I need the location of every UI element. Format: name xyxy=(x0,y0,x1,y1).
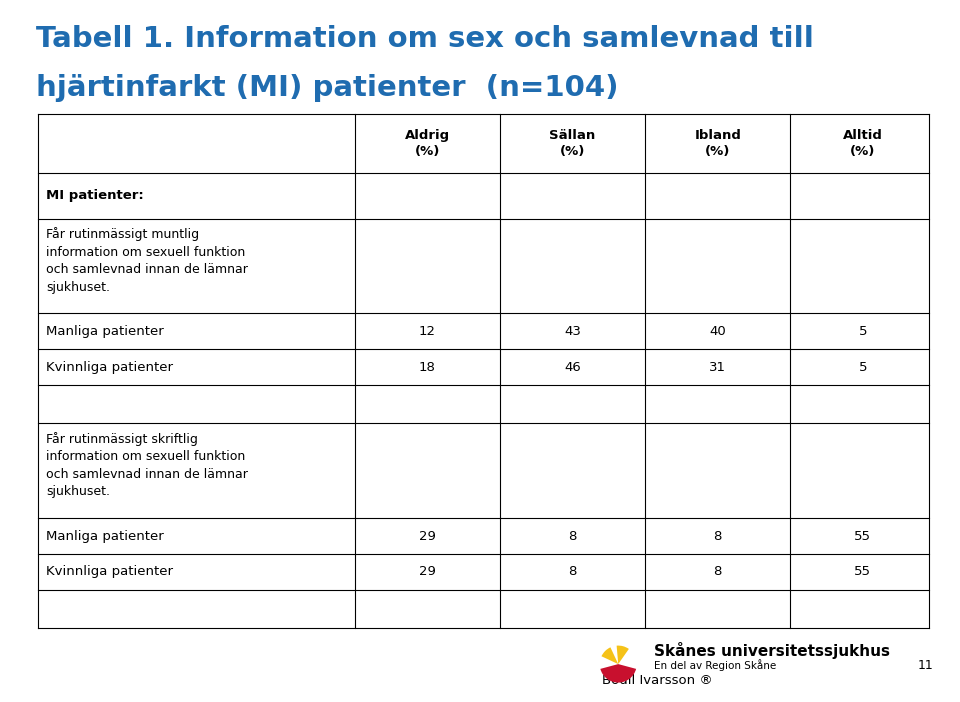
Text: 55: 55 xyxy=(854,529,872,543)
Text: Alltid
(%): Alltid (%) xyxy=(843,128,883,158)
Text: 8: 8 xyxy=(568,566,577,578)
Text: 11: 11 xyxy=(918,659,933,672)
Text: 29: 29 xyxy=(419,529,436,543)
Text: 18: 18 xyxy=(419,361,436,373)
Text: 8: 8 xyxy=(713,529,722,543)
Text: MI patienter:: MI patienter: xyxy=(46,189,144,202)
Text: Ibland
(%): Ibland (%) xyxy=(694,128,741,158)
Text: Får rutinmässigt muntlig
information om sexuell funktion
och samlevnad innan de : Får rutinmässigt muntlig information om … xyxy=(46,227,248,293)
Text: En del av Region Skåne: En del av Region Skåne xyxy=(654,660,776,671)
Text: Kvinnliga patienter: Kvinnliga patienter xyxy=(46,361,173,373)
Text: 40: 40 xyxy=(709,325,726,338)
Text: Tabell 1. Information om sex och samlevnad till: Tabell 1. Information om sex och samlevn… xyxy=(36,25,814,53)
Text: Skånes universitetssjukhus: Skånes universitetssjukhus xyxy=(654,642,890,659)
Text: Manliga patienter: Manliga patienter xyxy=(46,529,164,543)
Text: Kvinnliga patienter: Kvinnliga patienter xyxy=(46,566,173,578)
Text: 5: 5 xyxy=(858,325,867,338)
Text: Får rutinmässigt skriftlig
information om sexuell funktion
och samlevnad innan d: Får rutinmässigt skriftlig information o… xyxy=(46,432,248,498)
Text: 31: 31 xyxy=(709,361,726,373)
Text: hjärtinfarkt (MI) patienter  (n=104): hjärtinfarkt (MI) patienter (n=104) xyxy=(36,74,619,102)
Text: Manliga patienter: Manliga patienter xyxy=(46,325,164,338)
Wedge shape xyxy=(602,647,618,664)
Wedge shape xyxy=(600,664,636,682)
Text: 46: 46 xyxy=(564,361,581,373)
Text: 8: 8 xyxy=(713,566,722,578)
Text: 29: 29 xyxy=(419,566,436,578)
Text: 5: 5 xyxy=(858,361,867,373)
Text: Aldrig
(%): Aldrig (%) xyxy=(405,128,450,158)
Text: 43: 43 xyxy=(564,325,581,338)
Text: 55: 55 xyxy=(854,566,872,578)
Text: Bodil Ivarsson ®: Bodil Ivarsson ® xyxy=(602,675,712,687)
Wedge shape xyxy=(616,646,629,664)
Text: 12: 12 xyxy=(419,325,436,338)
Text: 8: 8 xyxy=(568,529,577,543)
Text: Sällan
(%): Sällan (%) xyxy=(549,128,595,158)
